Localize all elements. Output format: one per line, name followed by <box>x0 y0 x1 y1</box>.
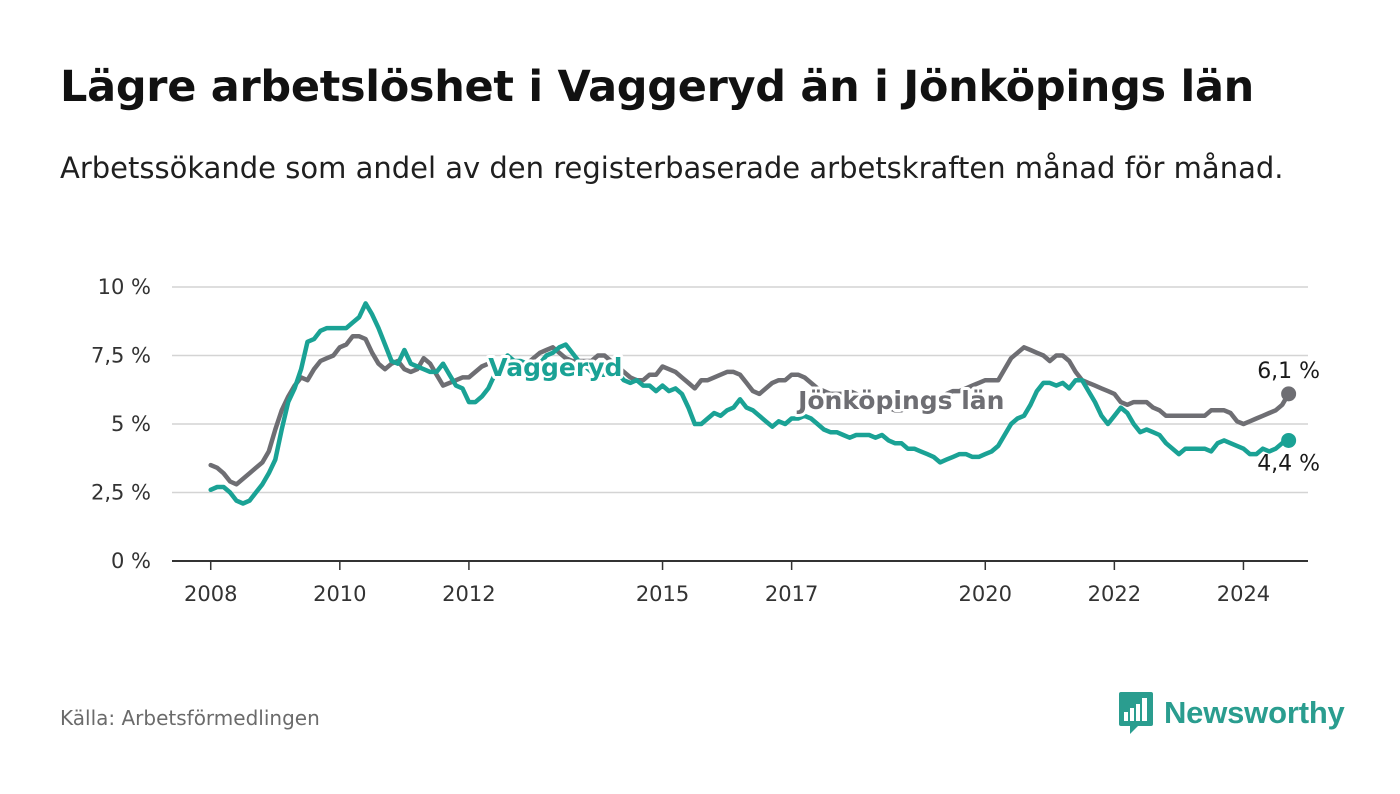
series-labels: 6,1 % 4,4 % Jönköpings län Vaggeryd <box>485 350 1320 476</box>
bar-chart-speech-bubble-icon <box>1119 692 1153 734</box>
series-line-vaggeryd <box>208 301 1291 506</box>
series-end-label: 4,4 % <box>1257 451 1320 476</box>
x-tick-label: 2008 <box>184 582 237 606</box>
series-end-marker <box>1281 432 1297 448</box>
y-tick-label: 10 % <box>98 275 151 299</box>
series-name-label: Jönköpings län <box>796 386 1004 415</box>
x-tick-label: 2024 <box>1217 582 1270 606</box>
series-end-label: 6,1 % <box>1257 359 1320 384</box>
series-end-marker <box>1281 386 1297 402</box>
brand[interactable]: Newsworthy <box>1118 690 1345 736</box>
x-tick-label: 2022 <box>1088 582 1141 606</box>
x-tick-label: 2010 <box>313 582 366 606</box>
x-axis: 2008 2010 2012 2015 2017 2020 2022 2024 <box>172 560 1308 606</box>
chart-title: Lägre arbetslöshet i Vaggeryd än i Jönkö… <box>60 62 1254 112</box>
x-tick-label: 2015 <box>636 582 689 606</box>
series-lines <box>208 301 1297 506</box>
source-note: Källa: Arbetsförmedlingen <box>60 706 320 730</box>
x-tick-label: 2020 <box>959 582 1012 606</box>
chart-subtitle: Arbetssökande som andel av den registerb… <box>60 151 1284 185</box>
y-tick-label: 7,5 % <box>91 344 151 368</box>
brand-name: Newsworthy <box>1164 695 1345 730</box>
x-tick-label: 2017 <box>765 582 818 606</box>
x-tick-label: 2012 <box>442 582 495 606</box>
gridlines <box>172 286 1308 494</box>
y-tick-label: 5 % <box>111 412 151 436</box>
series-line-jonkopings-lan <box>208 334 1291 487</box>
series-name-label: Vaggeryd <box>488 353 622 382</box>
y-axis-tick-labels: 0 % 2,5 % 5 % 7,5 % 10 % <box>91 275 151 573</box>
y-tick-label: 2,5 % <box>91 481 151 505</box>
y-tick-label: 0 % <box>111 549 151 573</box>
